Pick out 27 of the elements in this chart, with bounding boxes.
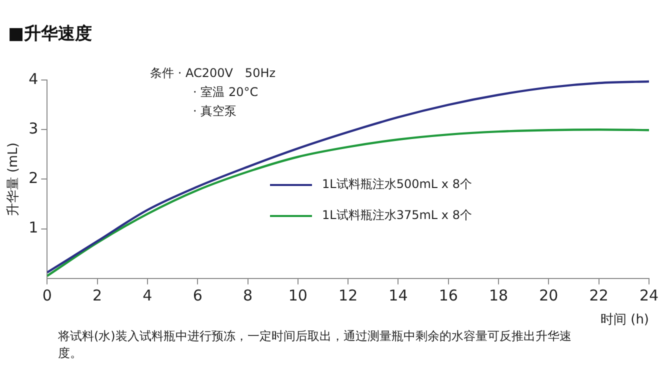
legend-label: 1L试料瓶注水500mL x 8个	[322, 176, 472, 193]
x-tick-label: 24	[639, 286, 659, 304]
y-axis-title: 升华量 (mL)	[6, 142, 22, 216]
x-tick-label: 2	[92, 286, 102, 304]
x-tick-label: 4	[142, 286, 152, 304]
annotation: 条件 · AC200V 50Hz	[150, 65, 276, 82]
x-tick-label: 18	[488, 286, 508, 304]
x-axis-title: 时间 (h)	[600, 312, 649, 328]
x-tick-label: 6	[192, 286, 202, 304]
x-tick-label: 12	[338, 286, 358, 304]
y-tick-label: 1	[28, 218, 38, 237]
x-tick-label: 16	[438, 286, 458, 304]
y-tick-label: 2	[28, 169, 38, 188]
text: 将试料(水)装入试料瓶中进行预冻，一定时间后取出，通过测量瓶中剩余的水容量可反推出升华速度。	[58, 328, 572, 362]
x-tick-label: 20	[539, 286, 558, 304]
legend-label: 1L试料瓶注水375mL x 8个	[322, 207, 472, 224]
annotation: · 室温 20°C	[192, 84, 260, 101]
x-tick-label: 14	[388, 286, 408, 304]
y-tick-label: 4	[28, 70, 38, 88]
y-tick-label: 3	[28, 119, 38, 138]
chart-title: ■升华速度	[8, 23, 92, 45]
x-tick-label: 0	[42, 286, 52, 304]
x-tick-label: 10	[288, 286, 308, 304]
line-series	[47, 80, 649, 274]
x-tick-label: 8	[242, 286, 253, 304]
x-tick-label: 22	[589, 286, 608, 304]
annotation: · 真空泵	[192, 103, 238, 120]
